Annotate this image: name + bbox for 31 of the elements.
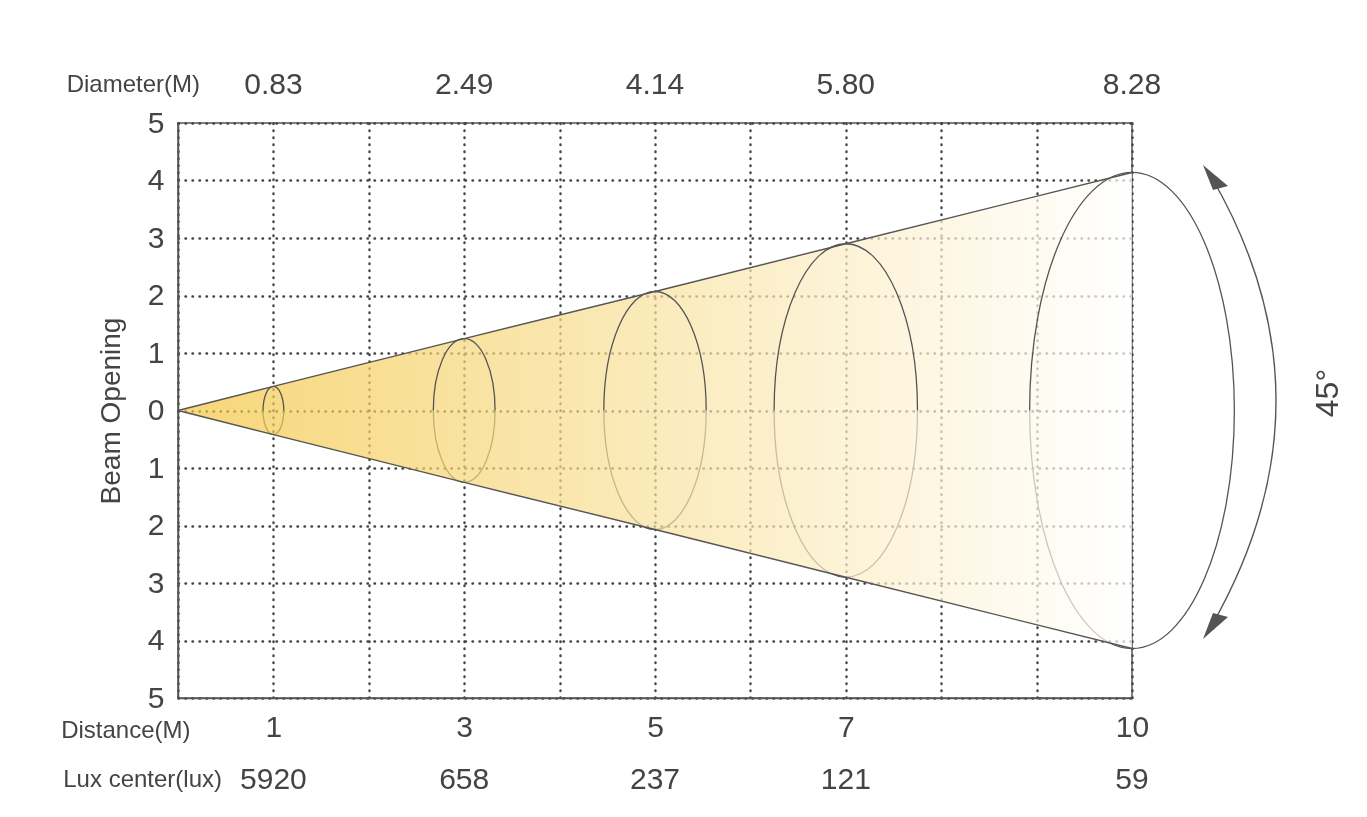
y-tick-label: 1 (147, 335, 165, 369)
y-tick-label: 5 (147, 105, 165, 139)
y-tick-label: 1 (147, 450, 165, 484)
text: 121 (820, 762, 871, 795)
x-tick-label: 7 (837, 709, 855, 743)
text: 0.83 (244, 67, 303, 100)
text: 237 (629, 762, 681, 795)
text: 59 (1115, 762, 1149, 795)
text: 658 (439, 762, 490, 795)
y-axis-title: Beam Opening (94, 317, 126, 505)
text: 5.80 (816, 67, 875, 100)
y-tick-label: 3 (147, 565, 165, 599)
x-tick-label: 10 (1115, 709, 1150, 743)
text: 45° (1309, 368, 1345, 418)
y-tick-label: 5 (147, 680, 165, 714)
text: Diameter(M) (66, 70, 200, 97)
y-tick-label: 2 (147, 278, 165, 311)
text: 4.14 (625, 67, 685, 100)
y-tick-label: 3 (147, 220, 165, 254)
y-tick-label: 0 (147, 393, 165, 426)
text: 5920 (240, 762, 307, 795)
y-tick-label: 4 (147, 623, 165, 656)
x-axis-title: Distance(M) (61, 715, 191, 743)
x-tick-label: 5 (647, 709, 664, 743)
x-tick-label: 3 (456, 709, 474, 743)
text: 2.49 (435, 67, 494, 100)
y-tick-label: 4 (147, 163, 165, 196)
text: 8.28 (1102, 67, 1162, 100)
x-tick-label: 1 (265, 709, 283, 743)
text: Lux center(lux) (63, 765, 222, 792)
y-tick-label: 2 (147, 508, 165, 541)
